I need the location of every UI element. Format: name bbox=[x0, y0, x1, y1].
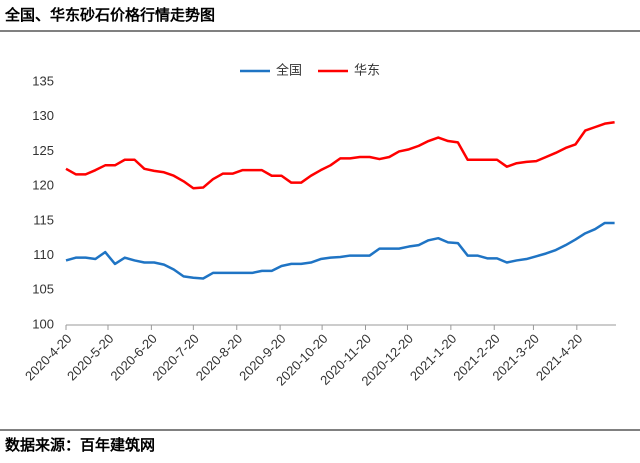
series-line bbox=[65, 221, 615, 280]
x-tick-label: 2020-8-20 bbox=[193, 331, 246, 384]
source-note: 数据来源：百年建筑网 bbox=[5, 436, 155, 454]
x-tick-label: 2021-4-20 bbox=[533, 331, 586, 384]
y-tick-label: 105 bbox=[32, 282, 54, 297]
y-tick-label: 100 bbox=[32, 316, 54, 331]
series-line bbox=[65, 121, 615, 190]
x-tick-label: 2020-7-20 bbox=[149, 331, 202, 384]
x-tick-label: 2021-1-20 bbox=[407, 331, 460, 384]
chart-title: 全国、华东砂石价格行情走势图 bbox=[4, 6, 215, 24]
x-tick-label: 2020-5-20 bbox=[64, 331, 117, 384]
y-tick-label: 125 bbox=[32, 143, 54, 158]
legend-label: 全国 bbox=[276, 62, 302, 77]
y-tick-label: 130 bbox=[32, 108, 54, 123]
y-tick-label: 135 bbox=[32, 73, 54, 88]
y-tick-label: 120 bbox=[32, 178, 54, 193]
y-tick-label: 110 bbox=[33, 247, 54, 262]
y-tick-label: 115 bbox=[33, 212, 54, 227]
legend-label: 华东 bbox=[354, 62, 380, 77]
